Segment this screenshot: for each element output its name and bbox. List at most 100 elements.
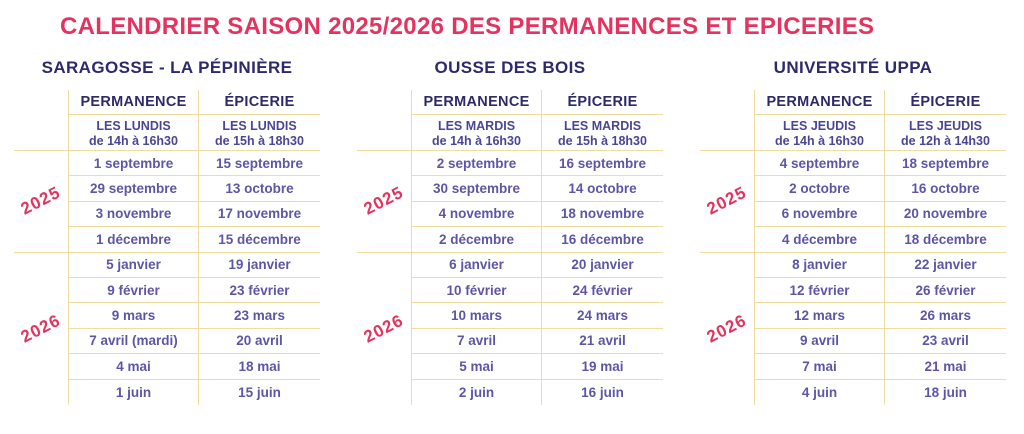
year-text: 2026 bbox=[703, 310, 750, 347]
subheader-permanence: LES JEUDIS de 14h à 16h30 bbox=[754, 115, 884, 151]
subheader-day: LES JEUDIS bbox=[909, 118, 982, 133]
table-corner-spacer bbox=[357, 90, 411, 115]
subheader-epicerie: LES JEUDIS de 12h à 14h30 bbox=[884, 115, 1006, 151]
calendar-table: PERMANENCE ÉPICERIE LES JEUDIS de 14h à … bbox=[700, 90, 1006, 405]
date-cell: 7 avril (mardi) bbox=[68, 328, 198, 355]
date-cell: 2 juin bbox=[411, 379, 541, 405]
date-cell: 10 février bbox=[411, 277, 541, 304]
date-cell: 2 décembre bbox=[411, 227, 541, 253]
date-cell: 18 novembre bbox=[541, 201, 663, 228]
date-cell: 12 février bbox=[754, 277, 884, 304]
date-cell: 5 mai bbox=[411, 354, 541, 380]
column-header-epicerie: ÉPICERIE bbox=[884, 90, 1006, 115]
year-text: 2025 bbox=[360, 182, 407, 219]
column-header-epicerie: ÉPICERIE bbox=[541, 90, 663, 115]
page-title: CALENDRIER SAISON 2025/2026 DES PERMANEN… bbox=[60, 13, 875, 40]
year-label-2026: 2026 bbox=[357, 253, 411, 405]
subheader-spacer bbox=[357, 115, 411, 151]
section-saragosse-la-pepiniere: SARAGOSSE - LA PÉPINIÈRE PERMANENCE ÉPIC… bbox=[14, 58, 320, 405]
date-cell: 26 février bbox=[884, 277, 1006, 304]
date-cell: 7 mai bbox=[754, 354, 884, 380]
year-text: 2025 bbox=[703, 182, 750, 219]
year-label-2025: 2025 bbox=[357, 151, 411, 253]
section-title: OUSSE DES BOIS bbox=[434, 58, 586, 77]
date-cell: 19 janvier bbox=[198, 252, 320, 278]
subheader-epicerie: LES LUNDIS de 15h à 18h30 bbox=[198, 115, 320, 151]
section-ousse-des-bois: OUSSE DES BOIS PERMANENCE ÉPICERIE LES M… bbox=[357, 58, 663, 405]
date-cell: 9 février bbox=[68, 277, 198, 304]
table-corner-spacer bbox=[700, 90, 754, 115]
date-cell: 9 avril bbox=[754, 328, 884, 355]
date-cell: 15 septembre bbox=[198, 151, 320, 177]
date-cell: 18 décembre bbox=[884, 227, 1006, 253]
section-title: SARAGOSSE - LA PÉPINIÈRE bbox=[41, 58, 293, 77]
subheader-permanence: LES LUNDIS de 14h à 16h30 bbox=[68, 115, 198, 151]
date-cell: 8 janvier bbox=[754, 252, 884, 278]
year-text: 2026 bbox=[360, 310, 407, 347]
date-cell: 10 mars bbox=[411, 303, 541, 329]
subheader-day: LES LUNDIS bbox=[96, 118, 171, 133]
section-title: UNIVERSITÉ UPPA bbox=[773, 58, 933, 77]
subheader-permanence: LES MARDIS de 14h à 16h30 bbox=[411, 115, 541, 151]
date-cell: 26 mars bbox=[884, 303, 1006, 329]
date-cell: 3 novembre bbox=[68, 201, 198, 228]
calendar-sections: SARAGOSSE - LA PÉPINIÈRE PERMANENCE ÉPIC… bbox=[0, 58, 1024, 405]
date-cell: 7 avril bbox=[411, 328, 541, 355]
date-cell: 4 juin bbox=[754, 379, 884, 405]
column-header-epicerie: ÉPICERIE bbox=[198, 90, 320, 115]
column-header-permanence: PERMANENCE bbox=[754, 90, 884, 115]
date-cell: 21 avril bbox=[541, 328, 663, 355]
date-cell: 16 juin bbox=[541, 379, 663, 405]
column-header-permanence: PERMANENCE bbox=[68, 90, 198, 115]
subheader-hours: de 15h à 18h30 bbox=[558, 133, 647, 148]
date-cell: 1 juin bbox=[68, 379, 198, 405]
date-cell: 17 novembre bbox=[198, 201, 320, 228]
date-cell: 2 septembre bbox=[411, 151, 541, 177]
date-cell: 24 mars bbox=[541, 303, 663, 329]
date-cell: 5 janvier bbox=[68, 252, 198, 278]
date-cell: 18 septembre bbox=[884, 151, 1006, 177]
subheader-day: LES JEUDIS bbox=[783, 118, 856, 133]
subheader-day: LES MARDIS bbox=[437, 118, 516, 133]
date-cell: 9 mars bbox=[68, 303, 198, 329]
section-universite-uppa: UNIVERSITÉ UPPA PERMANENCE ÉPICERIE LES … bbox=[700, 58, 1006, 405]
date-cell: 18 mai bbox=[198, 354, 320, 380]
date-cell: 16 septembre bbox=[541, 151, 663, 177]
calendar-table: PERMANENCE ÉPICERIE LES LUNDIS de 14h à … bbox=[14, 90, 320, 405]
subheader-hours: de 14h à 16h30 bbox=[432, 133, 521, 148]
year-label-2026: 2026 bbox=[700, 253, 754, 405]
subheader-hours: de 14h à 16h30 bbox=[775, 133, 864, 148]
subheader-hours: de 14h à 16h30 bbox=[89, 133, 178, 148]
date-cell: 12 mars bbox=[754, 303, 884, 329]
table-corner-spacer bbox=[14, 90, 68, 115]
date-cell: 23 mars bbox=[198, 303, 320, 329]
subheader-spacer bbox=[14, 115, 68, 151]
date-cell: 16 décembre bbox=[541, 227, 663, 253]
date-cell: 23 février bbox=[198, 277, 320, 304]
date-cell: 6 novembre bbox=[754, 201, 884, 228]
date-cell: 19 mai bbox=[541, 354, 663, 380]
date-cell: 24 février bbox=[541, 277, 663, 304]
subheader-hours: de 15h à 18h30 bbox=[215, 133, 304, 148]
date-cell: 2 octobre bbox=[754, 176, 884, 202]
subheader-spacer bbox=[700, 115, 754, 151]
date-cell: 20 janvier bbox=[541, 252, 663, 278]
date-cell: 15 juin bbox=[198, 379, 320, 405]
date-cell: 18 juin bbox=[884, 379, 1006, 405]
date-cell: 4 mai bbox=[68, 354, 198, 380]
year-text: 2025 bbox=[17, 182, 64, 219]
date-cell: 15 décembre bbox=[198, 227, 320, 253]
date-cell: 22 janvier bbox=[884, 252, 1006, 278]
date-cell: 1 septembre bbox=[68, 151, 198, 177]
date-cell: 6 janvier bbox=[411, 252, 541, 278]
year-label-2025: 2025 bbox=[14, 151, 68, 253]
date-cell: 23 avril bbox=[884, 328, 1006, 355]
date-cell: 14 octobre bbox=[541, 176, 663, 202]
subheader-epicerie: LES MARDIS de 15h à 18h30 bbox=[541, 115, 663, 151]
year-label-2025: 2025 bbox=[700, 151, 754, 253]
date-cell: 13 octobre bbox=[198, 176, 320, 202]
year-text: 2026 bbox=[17, 310, 64, 347]
date-cell: 30 septembre bbox=[411, 176, 541, 202]
date-cell: 21 mai bbox=[884, 354, 1006, 380]
date-cell: 4 novembre bbox=[411, 201, 541, 228]
